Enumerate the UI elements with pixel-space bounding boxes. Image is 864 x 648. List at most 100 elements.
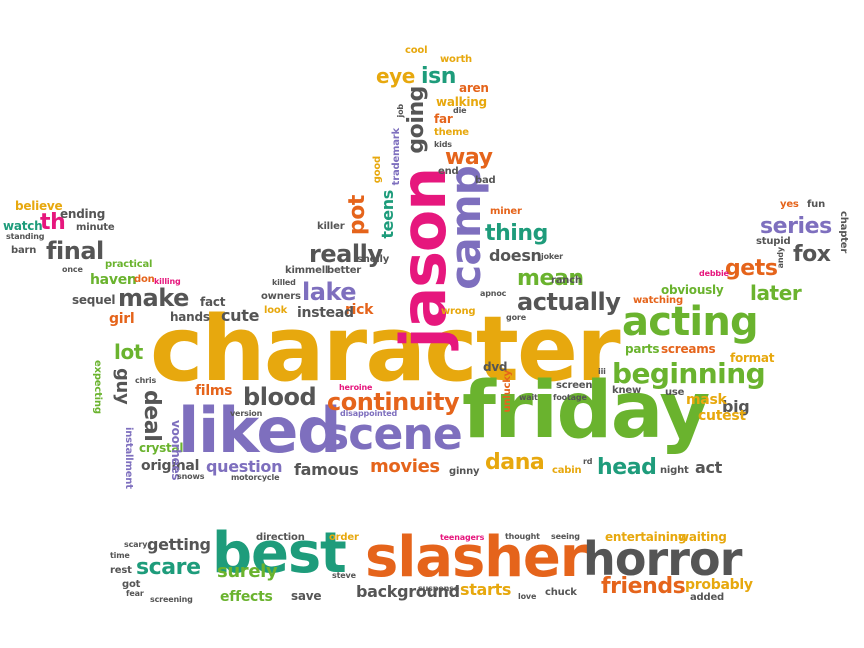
word-guy: guy: [112, 368, 133, 405]
word-motorcycle: motorcycle: [231, 473, 280, 482]
word-liked: liked: [178, 394, 342, 467]
word-getting: getting: [147, 535, 211, 554]
word-mask: mask: [686, 392, 727, 408]
word-thing: thing: [485, 221, 548, 246]
word-apnoc: apnoc: [480, 289, 507, 298]
word-shelly: shelly: [357, 254, 390, 265]
word-effects: effects: [220, 589, 273, 605]
word-better: better: [327, 265, 362, 276]
word-background: background: [356, 582, 460, 601]
word-love: love: [518, 592, 537, 601]
word-fun: fun: [807, 199, 825, 210]
word-killed: killed: [272, 278, 296, 287]
word-expecting: expecting: [92, 360, 103, 414]
word-haven: haven: [90, 272, 137, 288]
word-job: job: [396, 104, 405, 118]
word-th: th: [40, 210, 66, 235]
word-big: big: [722, 397, 750, 416]
word-kimmell: kimmell: [285, 265, 329, 276]
word-deal: deal: [139, 390, 164, 442]
word-friday: friday: [462, 366, 710, 456]
word-movies: movies: [370, 456, 440, 477]
word-wrong: wrong: [441, 306, 476, 317]
word-rest: rest: [110, 565, 132, 576]
word-ginny: ginny: [449, 466, 480, 477]
word-theme: theme: [434, 127, 469, 138]
word-version: version: [230, 409, 263, 418]
word-use: use: [665, 387, 685, 398]
word-practical: practical: [105, 259, 153, 270]
word-ending: ending: [60, 207, 106, 221]
word-joker: joker: [541, 252, 563, 261]
word-barn: barn: [11, 245, 37, 256]
word-fox: fox: [793, 242, 831, 267]
word-series: series: [760, 214, 832, 239]
word-walking: walking: [436, 95, 487, 109]
word-parts: parts: [625, 342, 660, 356]
word-sequel: sequel: [72, 293, 116, 307]
word-debbie: debbie: [699, 269, 729, 278]
word-dana: dana: [485, 450, 545, 475]
word-head: head: [597, 455, 657, 480]
word-final: final: [46, 237, 104, 265]
word-once: once: [62, 265, 83, 274]
word-installment: installment: [123, 427, 134, 489]
word-chuck: chuck: [545, 587, 577, 598]
word-good: good: [372, 156, 383, 184]
word-stupid: stupid: [756, 236, 791, 247]
word-obviously: obviously: [661, 283, 724, 297]
word-voorhees: voorhees: [169, 420, 183, 481]
word-films: films: [195, 383, 233, 399]
word-eye: eye: [376, 64, 415, 88]
word-killing: killing: [154, 277, 181, 286]
word-pot: pot: [345, 195, 370, 236]
word-going: going: [404, 86, 429, 154]
word-scene: scene: [323, 409, 463, 460]
word-andy: andy: [776, 247, 785, 269]
word-ranch: ranch: [551, 275, 582, 286]
word-acting: acting: [622, 299, 759, 345]
word-disappointed: disappointed: [340, 409, 398, 418]
word-standing: standing: [6, 232, 45, 241]
word-watch: watch: [3, 219, 43, 233]
word-scare: scare: [136, 555, 201, 580]
word-doesn: doesn: [489, 246, 542, 265]
word-direction: direction: [256, 532, 305, 543]
word-girl: girl: [109, 311, 135, 327]
word-beginning: beginning: [612, 357, 766, 390]
word-yes: yes: [780, 199, 799, 210]
word-chris: chris: [135, 376, 157, 385]
word-horror: horror: [583, 532, 742, 586]
word-knew: knew: [612, 385, 641, 396]
word-added: added: [690, 592, 725, 603]
word-chapter: chapter: [838, 211, 849, 254]
word-isn: isn: [421, 64, 456, 89]
word-gore: gore: [506, 313, 526, 322]
word-waiting: waiting: [678, 530, 727, 544]
word-fact: fact: [200, 295, 226, 309]
word-save: save: [291, 589, 322, 603]
word-end: end: [438, 166, 459, 177]
word-thought: thought: [505, 532, 540, 541]
word-don: don: [134, 274, 155, 285]
word-die: die: [453, 106, 467, 115]
word-best: best: [212, 521, 347, 586]
word-screen: screen: [556, 380, 593, 391]
word-original: original: [141, 458, 200, 474]
word-cabin: cabin: [552, 465, 582, 476]
word-rick: rick: [345, 302, 374, 318]
word-wait: wait: [519, 393, 538, 402]
word-actually: actually: [517, 288, 621, 316]
word-got: got: [122, 579, 141, 590]
word-order: order: [329, 532, 359, 543]
word-blood: blood: [243, 383, 317, 411]
word-fear: fear: [126, 589, 144, 598]
word-trademark: trademark: [391, 128, 402, 186]
word-killer: killer: [317, 221, 345, 232]
word-dvd: dvd: [483, 360, 508, 374]
word-worth: worth: [440, 54, 472, 65]
word-friends: friends: [601, 574, 686, 599]
word-look: look: [264, 305, 288, 316]
word-kids: kids: [434, 140, 452, 149]
